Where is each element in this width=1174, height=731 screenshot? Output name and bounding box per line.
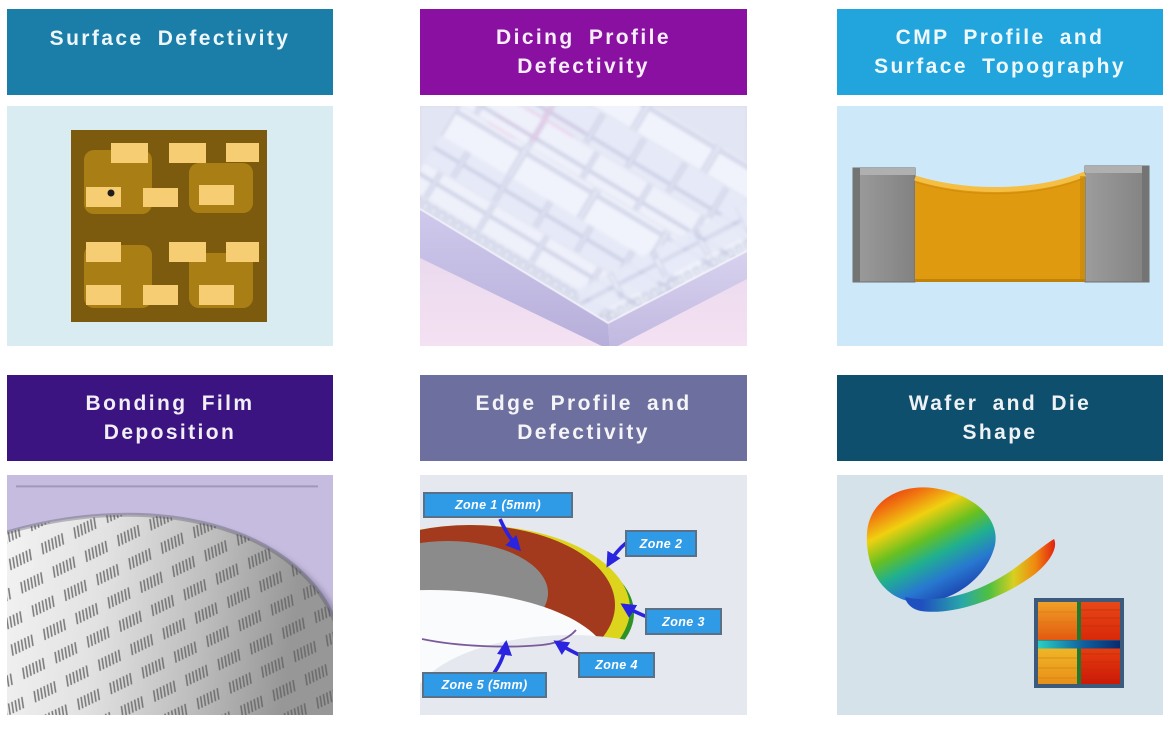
card-title: Shape <box>962 421 1038 444</box>
wafer-die-shape-panel <box>837 475 1163 715</box>
saddle-body <box>866 487 996 603</box>
zone-label-1: Zone 1 (5mm) <box>423 492 573 518</box>
cmp-cross-section-graphic <box>852 165 1150 283</box>
die-heatmap-graphic <box>1034 598 1124 688</box>
card-cmp-profile: CMP Profile and Surface Topography <box>837 9 1163 349</box>
card-title: CMP Profile and <box>895 26 1105 49</box>
card-title: Defectivity <box>517 421 650 444</box>
card-header-surface-defectivity: Surface Defectivity <box>7 9 333 95</box>
card-dicing-profile-defectivity: Dicing Profile Defectivity <box>420 9 747 349</box>
card-header-dicing-profile: Dicing Profile Defectivity <box>420 9 747 95</box>
card-bonding-film-deposition: Bonding Film Deposition <box>7 375 333 716</box>
card-edge-profile-defectivity: Edge Profile and Defectivity <box>420 375 747 716</box>
bonding-film-panel <box>7 475 333 715</box>
surface-defectivity-panel <box>7 106 333 346</box>
bottom-edge-line <box>421 629 577 648</box>
zone-label-3: Zone 3 <box>645 608 722 635</box>
card-surface-defectivity: Surface Defectivity <box>7 9 333 349</box>
card-title: Dicing Profile <box>496 26 671 49</box>
card-title: Wafer and Die <box>908 392 1092 415</box>
defect-dot <box>107 189 115 197</box>
die-map-graphic <box>71 130 267 322</box>
diced-wafer-graphic <box>420 106 747 346</box>
card-title: Surface Topography <box>874 55 1126 78</box>
card-wafer-die-shape: Wafer and Die Shape <box>837 375 1163 716</box>
card-title: Defectivity <box>517 55 650 78</box>
card-title: Deposition <box>103 421 237 444</box>
dicing-profile-panel <box>420 106 747 346</box>
card-title: Surface Defectivity <box>49 27 291 50</box>
saddle-shape-graphic <box>866 487 1124 688</box>
card-title: Bonding Film <box>85 392 255 415</box>
card-header-bonding-film: Bonding Film Deposition <box>7 375 333 461</box>
bonded-wafer-graphic <box>7 485 333 715</box>
card-header-cmp-profile: CMP Profile and Surface Topography <box>837 9 1163 95</box>
edge-profile-panel: Zone 1 (5mm) Zone 2 Zone 3 Zone 4 Zone 5… <box>420 475 747 715</box>
card-header-wafer-die-shape: Wafer and Die Shape <box>837 375 1163 461</box>
card-header-edge-profile: Edge Profile and Defectivity <box>420 375 747 461</box>
saddle-wing <box>905 539 1056 612</box>
zone-label-5: Zone 5 (5mm) <box>422 672 547 698</box>
zone-label-2: Zone 2 <box>625 530 697 557</box>
cmp-profile-panel <box>837 106 1163 346</box>
zone-label-4: Zone 4 <box>578 652 655 678</box>
card-title: Edge Profile and <box>475 392 692 415</box>
